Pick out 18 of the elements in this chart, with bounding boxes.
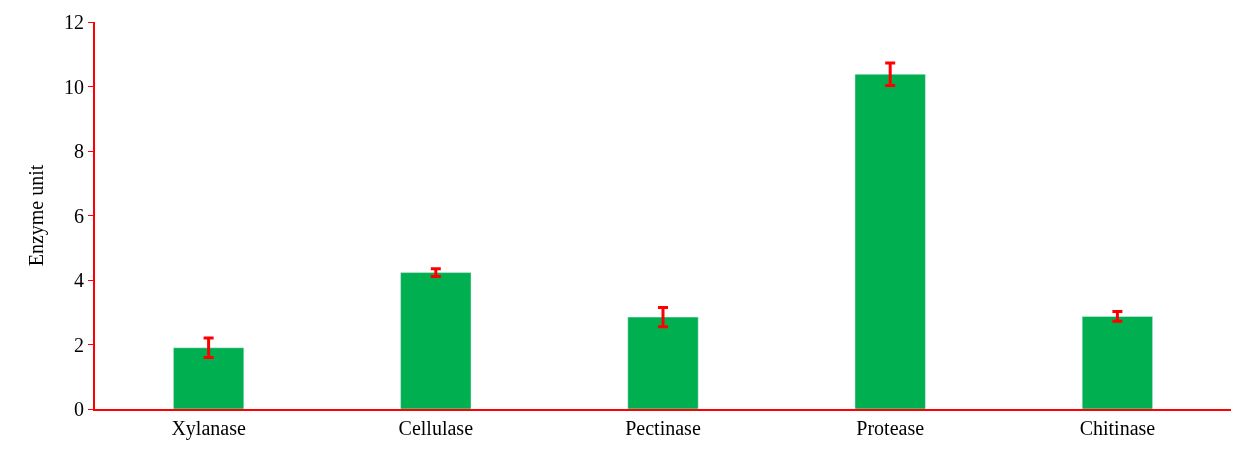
y-tick-label: 0	[74, 398, 84, 420]
bar	[1081, 316, 1153, 409]
bar	[173, 347, 245, 409]
y-tick-label: 10	[64, 75, 84, 98]
x-tick-label: Chitinase	[1079, 417, 1156, 439]
bar	[400, 272, 472, 409]
y-tick-label: 12	[64, 11, 84, 33]
y-tick-label: 8	[74, 140, 84, 162]
y-tick-label: 6	[74, 204, 84, 227]
y-tick-label: 2	[74, 333, 84, 356]
bar	[627, 316, 699, 409]
y-axis-title: Enzyme unit	[25, 164, 48, 267]
x-tick-label: Xylanase	[171, 417, 246, 440]
y-tick-label: 4	[74, 269, 84, 291]
bar	[854, 73, 926, 409]
x-tick-label: Protease	[856, 417, 925, 439]
x-tick-label: Cellulase	[398, 417, 474, 439]
x-tick-label: Pectinase	[625, 417, 701, 439]
